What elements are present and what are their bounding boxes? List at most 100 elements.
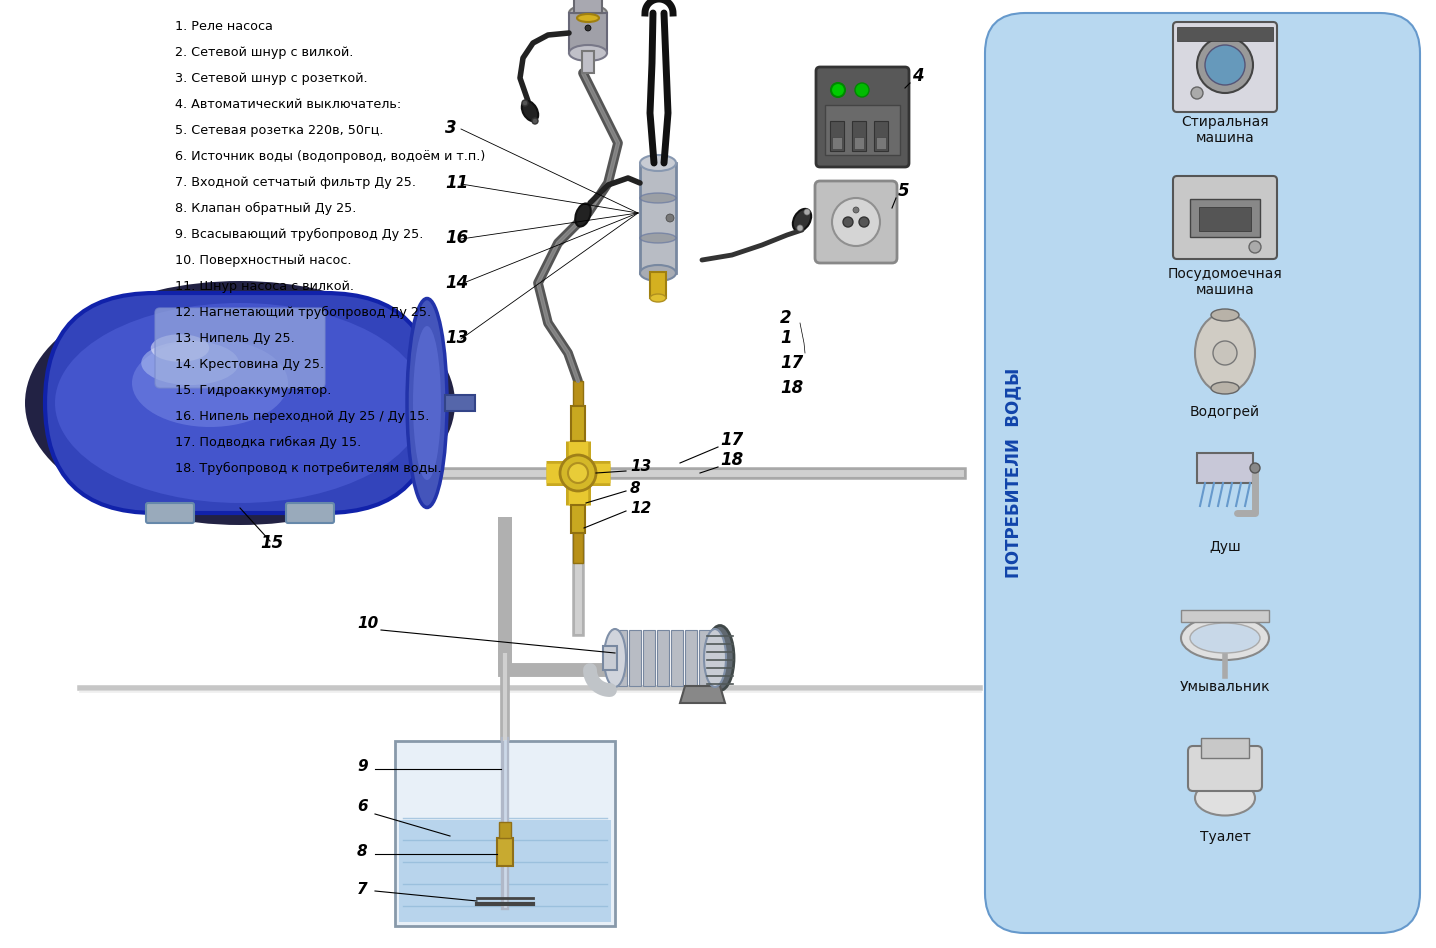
Text: 10: 10 — [358, 616, 378, 631]
FancyBboxPatch shape — [816, 67, 909, 167]
Bar — [1178, 27, 1272, 41]
Text: 18. Трубопровод к потребителям воды.: 18. Трубопровод к потребителям воды. — [175, 462, 442, 475]
Text: 17: 17 — [780, 354, 803, 372]
Ellipse shape — [640, 233, 676, 243]
FancyBboxPatch shape — [816, 181, 898, 263]
Text: 3: 3 — [445, 119, 457, 137]
Bar — [497, 838, 513, 866]
Bar — [640, 163, 676, 273]
Circle shape — [854, 83, 869, 97]
Ellipse shape — [1195, 780, 1255, 815]
Bar — [603, 646, 617, 670]
Bar — [875, 121, 887, 151]
Text: 5: 5 — [898, 182, 909, 200]
Text: 17: 17 — [719, 431, 744, 449]
Text: 8: 8 — [358, 844, 368, 859]
Bar — [1199, 207, 1251, 231]
Text: 1. Реле насоса: 1. Реле насоса — [175, 20, 273, 33]
Text: 13: 13 — [630, 459, 652, 474]
Ellipse shape — [55, 303, 425, 503]
Text: 1: 1 — [780, 329, 791, 347]
Bar — [399, 820, 610, 922]
Bar — [643, 630, 655, 686]
Text: 6. Источник воды (водопровод, водоём и т.п.): 6. Источник воды (водопровод, водоём и т… — [175, 150, 485, 163]
Ellipse shape — [1211, 309, 1239, 321]
FancyBboxPatch shape — [1173, 22, 1277, 112]
Text: 5. Сетевая розетка 220в, 50гц.: 5. Сетевая розетка 220в, 50гц. — [175, 124, 383, 137]
Ellipse shape — [651, 294, 666, 302]
Ellipse shape — [141, 341, 238, 385]
FancyBboxPatch shape — [1173, 176, 1277, 259]
Circle shape — [797, 225, 803, 231]
Circle shape — [1249, 241, 1261, 253]
Bar — [573, 381, 583, 406]
Text: 3. Сетевой шнур с розеткой.: 3. Сетевой шнур с розеткой. — [175, 72, 368, 85]
Ellipse shape — [1190, 623, 1259, 653]
Text: 12. Нагнетающий трубопровод Ду 25.: 12. Нагнетающий трубопровод Ду 25. — [175, 306, 431, 319]
Bar — [830, 121, 844, 151]
Bar — [852, 121, 866, 151]
Text: 4. Автоматический выключатель:: 4. Автоматический выключатель: — [175, 98, 401, 111]
Text: 14. Крестовина Ду 25.: 14. Крестовина Ду 25. — [175, 358, 325, 371]
Bar — [1190, 199, 1259, 237]
Text: 7: 7 — [358, 882, 368, 897]
Ellipse shape — [569, 45, 607, 61]
Circle shape — [666, 214, 673, 222]
Text: 16: 16 — [445, 229, 468, 247]
Text: 13. Нипель Ду 25.: 13. Нипель Ду 25. — [175, 332, 294, 345]
Bar — [826, 105, 900, 155]
Circle shape — [584, 25, 592, 31]
Text: 8. Клапан обратный Ду 25.: 8. Клапан обратный Ду 25. — [175, 202, 356, 215]
Text: 2: 2 — [780, 309, 791, 327]
Bar — [445, 395, 475, 411]
Ellipse shape — [577, 14, 599, 22]
Ellipse shape — [793, 209, 811, 231]
Bar — [714, 630, 725, 686]
Circle shape — [804, 209, 810, 215]
Text: Стиральная
машина: Стиральная машина — [1182, 115, 1269, 145]
Ellipse shape — [521, 100, 538, 121]
Circle shape — [831, 83, 844, 97]
Text: 2. Сетевой шнур с вилкой.: 2. Сетевой шнур с вилкой. — [175, 46, 353, 59]
Ellipse shape — [576, 204, 590, 227]
FancyBboxPatch shape — [45, 293, 435, 513]
Bar — [572, 505, 584, 533]
Text: 12: 12 — [630, 501, 652, 516]
Circle shape — [531, 118, 538, 124]
Text: 9. Всасывающий трубопровод Ду 25.: 9. Всасывающий трубопровод Ду 25. — [175, 228, 424, 241]
Text: 14: 14 — [445, 274, 468, 292]
Bar — [651, 272, 666, 298]
Bar — [699, 630, 711, 686]
Text: 16. Нипель переходной Ду 25 / Ду 15.: 16. Нипель переходной Ду 25 / Ду 15. — [175, 410, 429, 423]
Text: 6: 6 — [358, 799, 368, 814]
Circle shape — [1249, 463, 1259, 473]
Text: 10. Поверхностный насос.: 10. Поверхностный насос. — [175, 254, 352, 267]
Circle shape — [1213, 341, 1236, 365]
Circle shape — [523, 100, 528, 106]
Bar — [876, 137, 886, 149]
Polygon shape — [681, 686, 725, 703]
Text: 7. Входной сетчатый фильтр Ду 25.: 7. Входной сетчатый фильтр Ду 25. — [175, 176, 416, 189]
Text: Водогрей: Водогрей — [1190, 405, 1259, 419]
Circle shape — [1198, 37, 1254, 93]
Bar — [569, 13, 607, 53]
Text: 17. Подводка гибкая Ду 15.: 17. Подводка гибкая Ду 15. — [175, 436, 362, 449]
Bar — [1198, 453, 1254, 483]
Ellipse shape — [640, 265, 676, 281]
Text: 15. Гидроаккумулятор.: 15. Гидроаккумулятор. — [175, 384, 332, 397]
Ellipse shape — [704, 629, 727, 687]
Text: ПОТРЕБИТЕЛИ  ВОДЫ: ПОТРЕБИТЕЛИ ВОДЫ — [1004, 368, 1022, 578]
FancyBboxPatch shape — [1188, 746, 1262, 791]
Text: 18: 18 — [719, 451, 744, 469]
Ellipse shape — [151, 335, 210, 362]
Bar — [1200, 738, 1249, 758]
Circle shape — [859, 217, 869, 227]
Circle shape — [1205, 45, 1245, 85]
Bar — [658, 630, 669, 686]
Text: 11: 11 — [445, 174, 468, 192]
Ellipse shape — [640, 155, 676, 171]
Ellipse shape — [1195, 313, 1255, 393]
Text: 9: 9 — [358, 759, 368, 774]
FancyBboxPatch shape — [146, 503, 194, 523]
Ellipse shape — [406, 299, 447, 507]
